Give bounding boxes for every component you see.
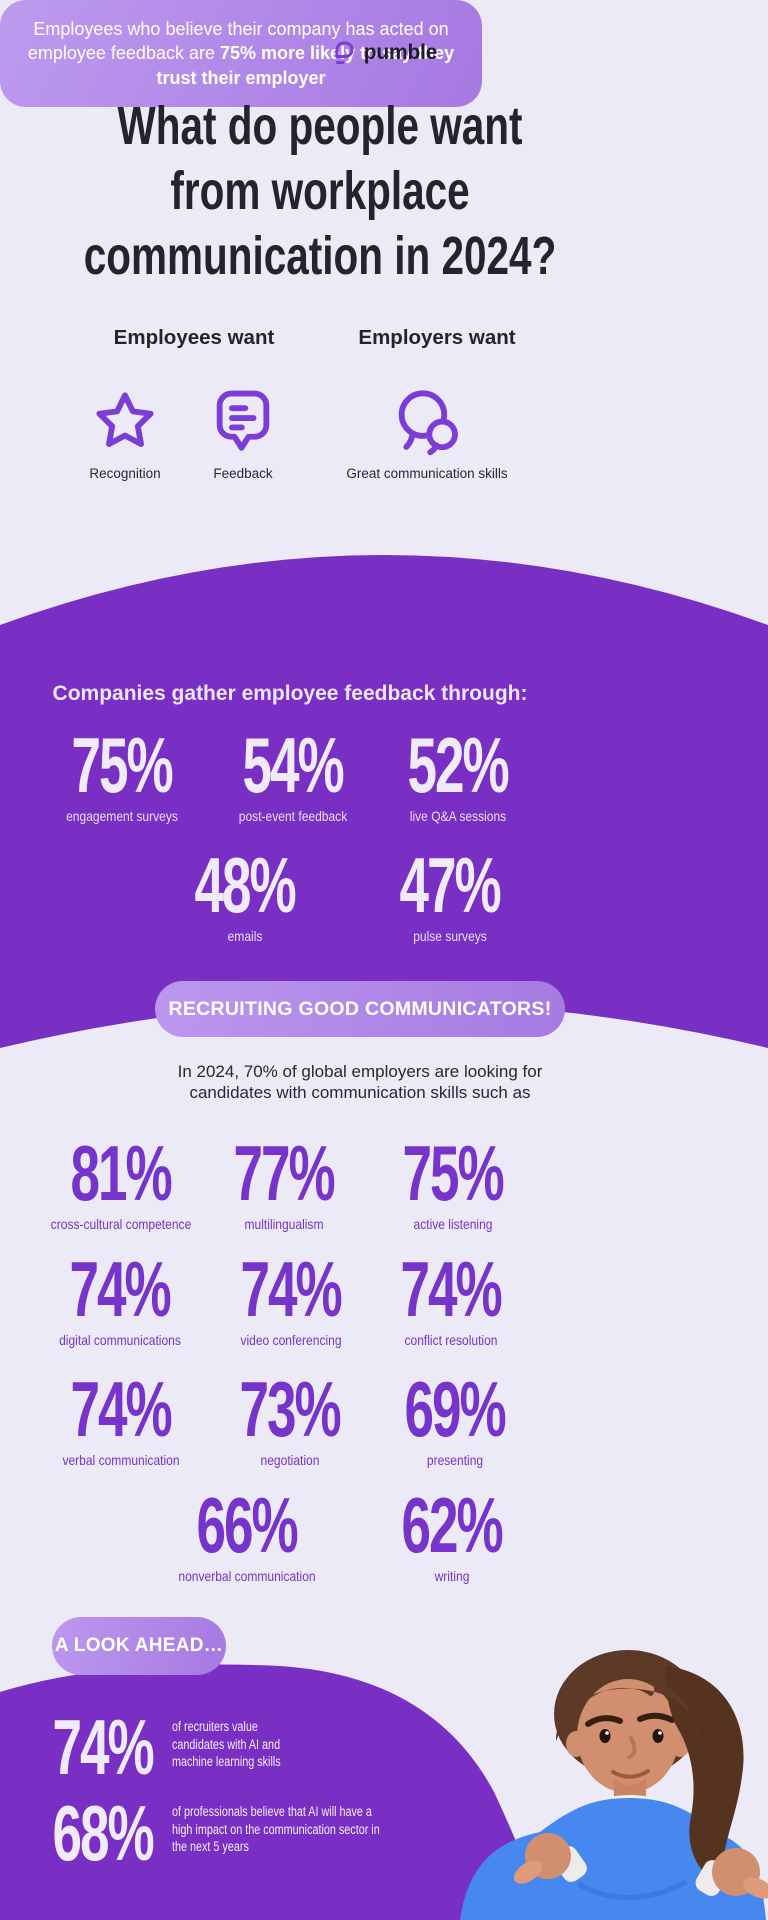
- title-line-2: from workplace: [170, 161, 470, 221]
- recruiting-badge: RECRUITING GOOD COMMUNICATORS!: [155, 981, 565, 1037]
- star-icon: [75, 386, 175, 456]
- stat-multilingualism: 77% multilingualism: [189, 1134, 379, 1232]
- stat-value: 74%: [400, 1245, 503, 1333]
- stat-verbal-communication: 74% verbal communication: [26, 1370, 216, 1468]
- recruiting-intro: In 2024, 70% of global employers are loo…: [177, 1062, 543, 1102]
- stat-post-event-feedback: 54% post-event feedback: [198, 726, 388, 824]
- stat-value: 47%: [399, 841, 502, 929]
- page-title: What do people want from workplace commu…: [0, 94, 640, 289]
- stat-value: 81%: [70, 1129, 173, 1217]
- stat-label: nonverbal communication: [178, 1568, 316, 1584]
- stat-value: 74%: [70, 1365, 173, 1453]
- stat-value: 62%: [401, 1481, 504, 1569]
- purple-band-shape: [0, 555, 768, 1048]
- stat-label: emails: [227, 928, 263, 944]
- stat-nonverbal-communication: 66% nonverbal communication: [152, 1486, 342, 1584]
- stat-label: presenting: [426, 1452, 484, 1468]
- stat-label: verbal communication: [62, 1452, 180, 1468]
- stat-value: 74%: [52, 1703, 155, 1791]
- stat-value: 77%: [233, 1129, 336, 1217]
- stat-value: 75%: [71, 721, 174, 809]
- stat-value: 48%: [194, 841, 297, 929]
- title-line-1: What do people want: [117, 96, 523, 156]
- callout-text-regular: Employees who believe their company has …: [27, 18, 449, 64]
- employers-want-heading: Employers want: [358, 326, 516, 349]
- want-item-feedback: Feedback: [193, 386, 293, 481]
- stat-label: cross-cultural competence: [50, 1216, 192, 1232]
- stat-value: 75%: [402, 1129, 505, 1217]
- want-item-label: Great communication skills: [346, 466, 508, 481]
- stat-label: conflict resolution: [404, 1332, 498, 1348]
- stat-label: engagement surveys: [66, 808, 178, 824]
- stat-ai-impact: 68%: [28, 1794, 178, 1872]
- employees-want-heading: Employees want: [113, 326, 275, 349]
- callout-text: Employees who believe their company has …: [23, 17, 459, 91]
- look-ahead-badge: A LOOK AHEAD…: [52, 1617, 226, 1675]
- feedback-icon: [193, 386, 293, 456]
- stat-label: pulse surveys: [413, 928, 487, 944]
- stat-label: active listening: [413, 1216, 493, 1232]
- stat-ai-impact-text: of professionals believe that AI will ha…: [172, 1804, 380, 1854]
- feedback-section-heading: Companies gather employee feedback throu…: [52, 682, 528, 705]
- stat-conflict-resolution: 74% conflict resolution: [356, 1250, 546, 1348]
- pumble-logo-text: pumble: [363, 41, 438, 64]
- pumble-logo-icon: [331, 40, 357, 66]
- stat-presenting: 69% presenting: [360, 1370, 550, 1468]
- stat-value: 74%: [240, 1245, 343, 1333]
- stat-emails: 48% emails: [150, 846, 340, 944]
- stat-negotiation: 73% negotiation: [195, 1370, 385, 1468]
- stat-video-conferencing: 74% video conferencing: [196, 1250, 386, 1348]
- stat-live-qa-sessions: 52% live Q&A sessions: [363, 726, 553, 824]
- stat-digital-communications: 74% digital communications: [25, 1250, 215, 1348]
- stat-label: digital communications: [59, 1332, 181, 1348]
- callout-box: Employees who believe their company has …: [0, 0, 482, 107]
- want-item-label: Recognition: [89, 466, 161, 481]
- stat-ai-recruiters-text: of recruiters value candidates with AI a…: [172, 1719, 281, 1769]
- stat-ai-recruiters: 74%: [28, 1708, 178, 1786]
- stat-value: 66%: [196, 1481, 299, 1569]
- purple-dome-shape: [0, 1664, 544, 1920]
- stat-pulse-surveys: 47% pulse surveys: [355, 846, 545, 944]
- woman-pointing-illustration: [428, 1626, 768, 1920]
- stat-value: 74%: [69, 1245, 172, 1333]
- want-item-recognition: Recognition: [75, 386, 175, 481]
- stat-label: video conferencing: [240, 1332, 342, 1348]
- stat-label: multilingualism: [244, 1216, 324, 1232]
- stat-value: 52%: [407, 721, 510, 809]
- stat-writing: 62% writing: [357, 1486, 547, 1584]
- stat-label: live Q&A sessions: [409, 808, 507, 824]
- stat-engagement-surveys: 75% engagement surveys: [27, 726, 217, 824]
- stat-value: 54%: [242, 721, 345, 809]
- pumble-logo: pumble: [0, 40, 768, 66]
- stat-value: 68%: [52, 1789, 155, 1877]
- stat-active-listening: 75% active listening: [358, 1134, 548, 1232]
- stat-label: negotiation: [260, 1452, 320, 1468]
- stat-value: 69%: [404, 1365, 507, 1453]
- title-line-3: communication in 2024?: [83, 226, 557, 286]
- want-item-label: Feedback: [213, 466, 273, 481]
- stat-label: post-event feedback: [238, 808, 348, 824]
- stat-label: writing: [434, 1568, 470, 1584]
- want-item-communication-skills: Great communication skills: [307, 386, 547, 481]
- chat-bubbles-icon: [307, 386, 547, 456]
- stat-value: 73%: [239, 1365, 342, 1453]
- stat-cross-cultural-competence: 81% cross-cultural competence: [26, 1134, 216, 1232]
